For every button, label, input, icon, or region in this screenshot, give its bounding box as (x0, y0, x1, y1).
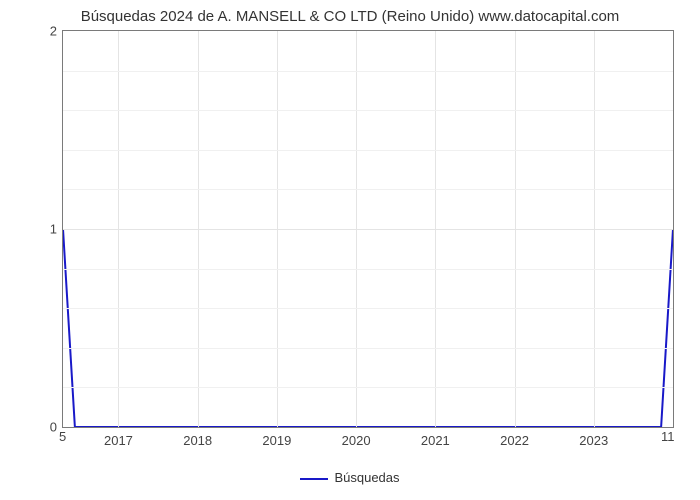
y-tick-label: 0 (50, 420, 57, 435)
gridline-horizontal (63, 229, 673, 230)
x-tick-label: 2018 (183, 433, 212, 448)
gridline-minor (63, 269, 673, 270)
gridline-minor (63, 110, 673, 111)
plot-area: 2017201820192020202120222023012511 (62, 30, 674, 428)
legend: Búsquedas (0, 470, 700, 485)
x-tick-label: 2017 (104, 433, 133, 448)
x-tick-label: 2022 (500, 433, 529, 448)
x-tick-label: 2020 (342, 433, 371, 448)
endpoint-label-right: 11 (661, 429, 675, 444)
y-tick-label: 1 (50, 222, 57, 237)
gridline-minor (63, 189, 673, 190)
gridline-minor (63, 348, 673, 349)
legend-swatch (300, 478, 328, 480)
gridline-minor (63, 308, 673, 309)
x-tick-label: 2019 (262, 433, 291, 448)
endpoint-label-left: 5 (59, 429, 66, 444)
chart-container: Búsquedas 2024 de A. MANSELL & CO LTD (R… (0, 0, 700, 500)
gridline-minor (63, 387, 673, 388)
chart-title: Búsquedas 2024 de A. MANSELL & CO LTD (R… (0, 8, 700, 25)
gridline-minor (63, 71, 673, 72)
legend-label: Búsquedas (334, 470, 399, 485)
y-tick-label: 2 (50, 24, 57, 39)
gridline-minor (63, 150, 673, 151)
x-tick-label: 2023 (579, 433, 608, 448)
x-tick-label: 2021 (421, 433, 450, 448)
